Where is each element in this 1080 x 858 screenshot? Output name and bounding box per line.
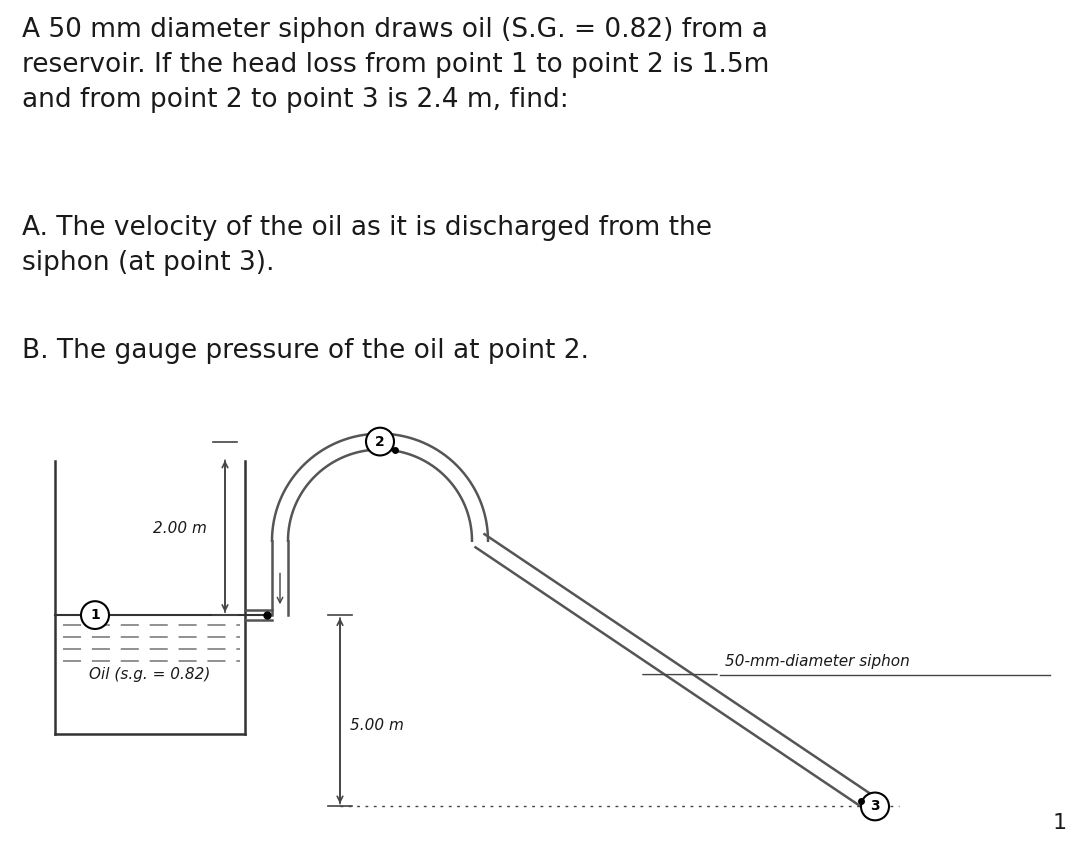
Text: A. The velocity of the oil as it is discharged from the
siphon (at point 3).: A. The velocity of the oil as it is disc… — [22, 214, 712, 275]
Text: 5.00 m: 5.00 m — [350, 718, 404, 733]
Text: B. The gauge pressure of the oil at point 2.: B. The gauge pressure of the oil at poin… — [22, 338, 589, 365]
Text: 3: 3 — [870, 800, 880, 813]
Circle shape — [861, 793, 889, 820]
Text: 2.00 m: 2.00 m — [153, 521, 207, 536]
Text: 50-mm-diameter siphon: 50-mm-diameter siphon — [725, 654, 909, 668]
Text: 1: 1 — [90, 608, 99, 622]
Text: 2: 2 — [375, 435, 384, 449]
Circle shape — [81, 601, 109, 629]
Text: A 50 mm diameter siphon draws oil (S.G. = 0.82) from a
reservoir. If the head lo: A 50 mm diameter siphon draws oil (S.G. … — [22, 17, 769, 113]
Text: Oil (s.g. = 0.82): Oil (s.g. = 0.82) — [90, 667, 211, 682]
Circle shape — [366, 427, 394, 456]
Text: 1: 1 — [1053, 813, 1067, 833]
